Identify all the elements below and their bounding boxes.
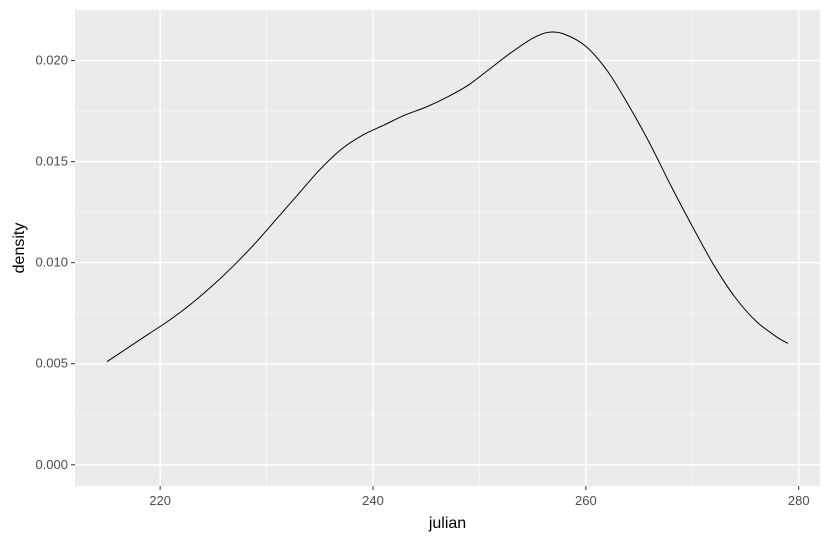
- x-tick-label: 260: [575, 493, 597, 508]
- y-tick-label: 0.020: [35, 53, 68, 68]
- y-axis-title: density: [11, 223, 28, 274]
- x-tick-label: 280: [788, 493, 810, 508]
- y-tick-label: 0.000: [35, 457, 68, 472]
- x-tick-label: 220: [149, 493, 171, 508]
- grid-lines: [75, 10, 820, 486]
- x-tick-label: 240: [362, 493, 384, 508]
- y-tick-label: 0.005: [35, 356, 68, 371]
- y-axis-ticks: 0.000 0.005 0.010 0.015 0.020: [35, 53, 75, 472]
- y-tick-label: 0.015: [35, 154, 68, 169]
- y-tick-label: 0.010: [35, 255, 68, 270]
- x-axis-ticks: 220 240 260 280: [149, 486, 810, 508]
- density-line: [106, 31, 789, 363]
- x-axis-title: julian: [428, 515, 466, 532]
- plot-panel: [75, 10, 820, 486]
